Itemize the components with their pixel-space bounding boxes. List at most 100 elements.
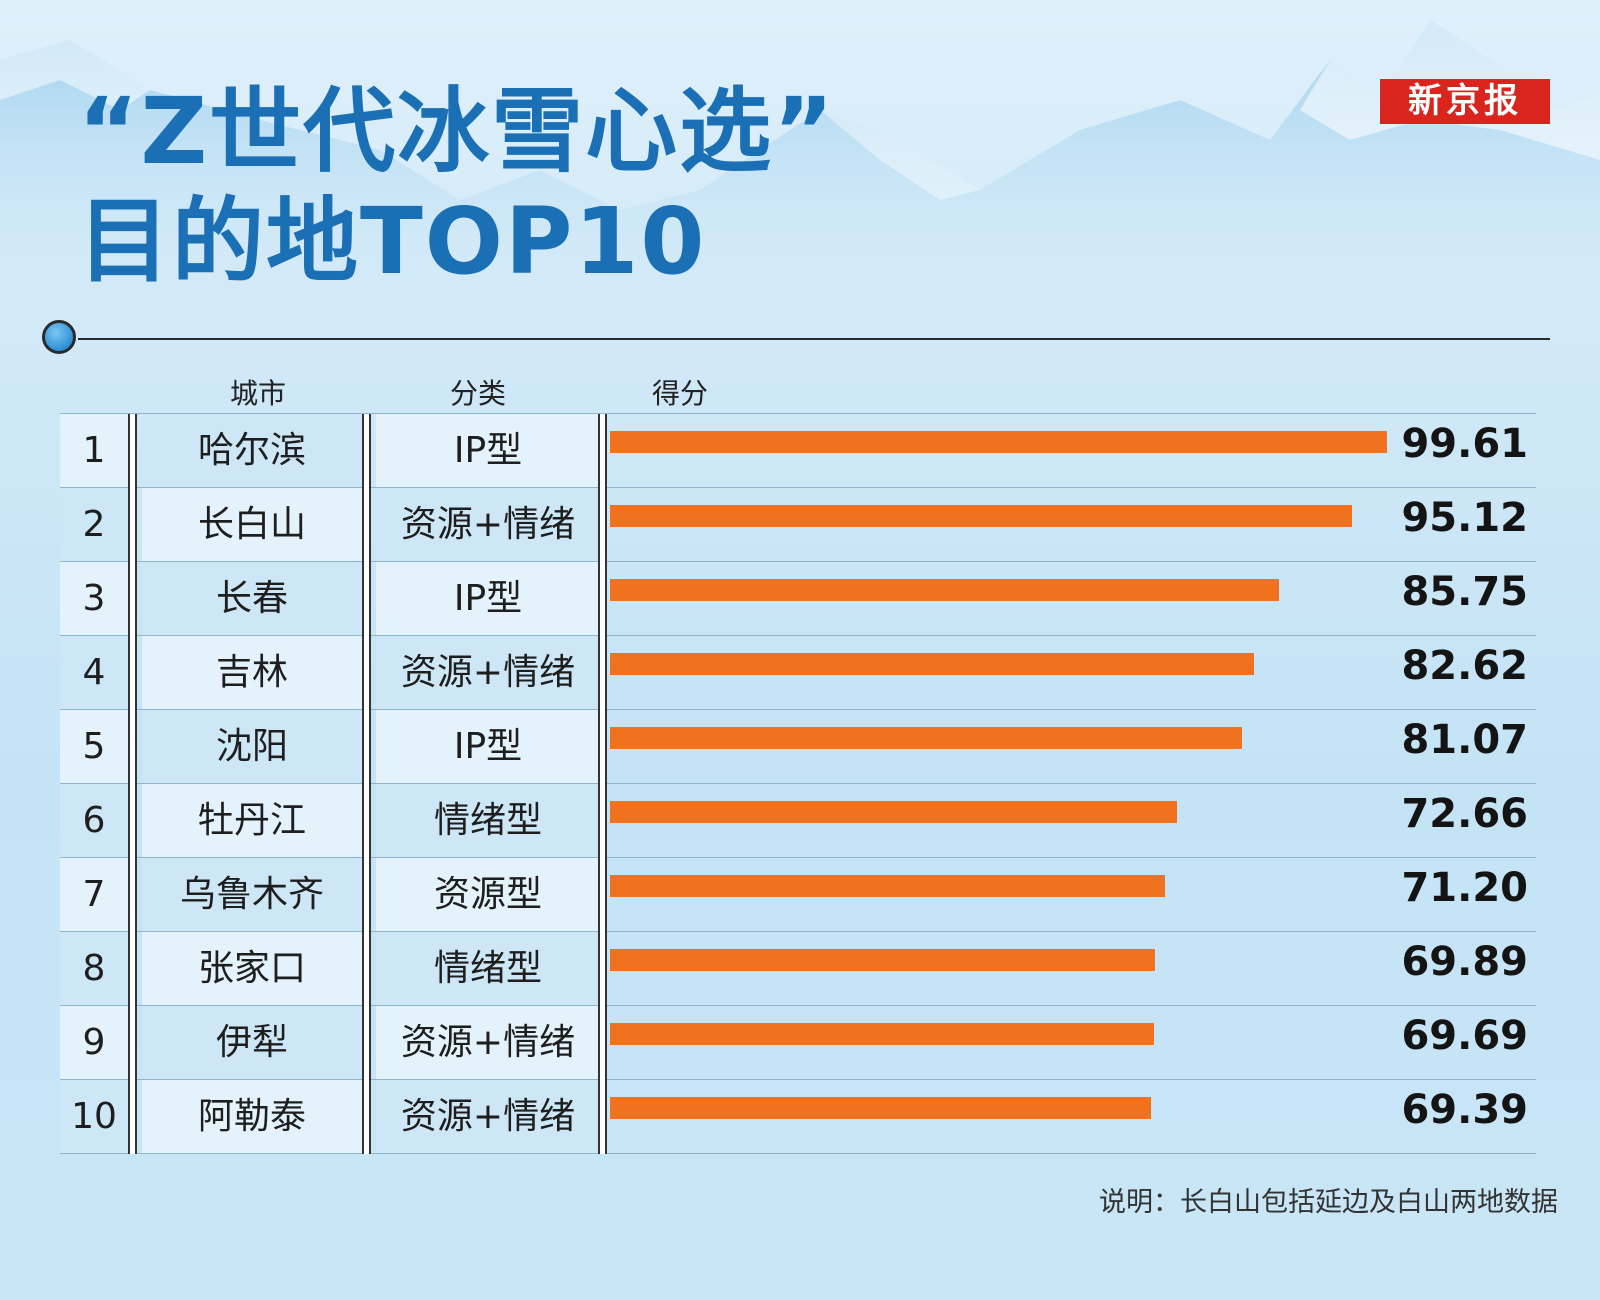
value-label: 69.89 — [1401, 939, 1528, 985]
row-divider — [60, 635, 1536, 636]
cell-background — [376, 1006, 600, 1079]
type-label: 资源+情绪 — [400, 1096, 576, 1137]
value-label: 81.07 — [1401, 717, 1528, 763]
value-label: 71.20 — [1401, 865, 1528, 911]
category-label: 牡丹江 — [197, 800, 306, 841]
column-header-type: 分类 — [450, 377, 507, 410]
cell-background — [376, 562, 600, 635]
cell-background — [142, 932, 362, 1005]
cell-background — [142, 858, 362, 931]
rank-label: 2 — [82, 504, 106, 545]
bar-10 — [610, 1097, 1152, 1119]
table-row: 8 张家口 情绪型 — [60, 932, 1536, 1006]
cell-background — [376, 1080, 600, 1153]
rank-label: 1 — [82, 430, 106, 471]
rank-label: 10 — [71, 1096, 117, 1137]
type-label: IP型 — [453, 726, 523, 767]
rank-label: 6 — [82, 800, 106, 841]
column-header-city: 城市 — [230, 377, 287, 410]
table-row: 9 伊犁 资源+情绪 — [60, 1006, 1536, 1080]
cell-background — [376, 710, 600, 783]
cell-background — [376, 784, 600, 857]
cell-background — [60, 1080, 128, 1153]
column-separator — [362, 414, 371, 1154]
category-label: 阿勒泰 — [197, 1096, 306, 1137]
table-row: 4 吉林 资源+情绪 — [60, 636, 1536, 710]
value-label: 95.12 — [1401, 495, 1528, 541]
table-row: 10 阿勒泰 资源+情绪 — [60, 1080, 1536, 1154]
category-label: 吉林 — [215, 652, 288, 693]
type-label: IP型 — [453, 430, 523, 471]
footnote: 说明：长白山包括延边及白山两地数据 — [1099, 1187, 1558, 1218]
category-label: 张家口 — [197, 948, 306, 989]
rank-label: 7 — [82, 874, 106, 915]
type-label: 资源+情绪 — [400, 1022, 576, 1063]
value-label: 82.62 — [1401, 643, 1528, 689]
table-row: 5 沈阳 IP型 — [60, 710, 1536, 784]
row-divider — [60, 857, 1536, 858]
cell-background — [60, 784, 128, 857]
brand-logo: 新京报 — [1380, 79, 1550, 124]
cell-background — [60, 636, 128, 709]
cell-background — [60, 932, 128, 1005]
table-row: 3 长春 IP型 — [60, 562, 1536, 636]
rank-label: 5 — [82, 726, 106, 767]
cell-background — [60, 488, 128, 561]
cell-background — [142, 784, 362, 857]
cell-background — [60, 858, 128, 931]
row-divider — [60, 709, 1536, 710]
ranking-table: 1 哈尔滨 IP型 2 长白山 资源+情绪 3 长春 IP型 4 吉林 资源+情绪 5 沈阳 IP型 6 牡丹江… — [60, 413, 1536, 1154]
bar-8 — [610, 949, 1156, 971]
column-header-score: 得分 — [652, 377, 709, 410]
rank-label: 3 — [82, 578, 106, 619]
cell-background — [142, 562, 362, 635]
type-label: 情绪型 — [433, 948, 542, 989]
cell-background — [142, 1006, 362, 1079]
bar-3 — [610, 579, 1279, 601]
bar-5 — [610, 727, 1243, 749]
row-divider — [60, 487, 1536, 488]
cell-background — [376, 414, 600, 487]
value-label: 69.39 — [1401, 1087, 1528, 1133]
cell-background — [376, 636, 600, 709]
table-row: 7 乌鲁木齐 资源型 — [60, 858, 1536, 932]
rank-label: 8 — [82, 948, 106, 989]
bar-7 — [610, 875, 1166, 897]
chart-title-line-1: “Z世代冰雪心选” — [78, 78, 836, 185]
cell-background — [142, 488, 362, 561]
chart-title-line-2: 目的地TOP10 — [78, 188, 707, 295]
row-divider — [60, 561, 1536, 562]
bar-6 — [610, 801, 1177, 823]
type-label: 资源型 — [433, 874, 542, 915]
column-separator — [598, 414, 607, 1154]
category-label: 长春 — [215, 578, 288, 619]
value-label: 72.66 — [1401, 791, 1528, 837]
bar-4 — [610, 653, 1255, 675]
row-divider — [60, 783, 1536, 784]
bar-1 — [610, 431, 1387, 453]
bar-2 — [610, 505, 1352, 527]
cell-background — [60, 1006, 128, 1079]
cell-background — [376, 488, 600, 561]
type-label: 资源+情绪 — [400, 504, 576, 545]
table-row: 6 牡丹江 情绪型 — [60, 784, 1536, 858]
type-label: IP型 — [453, 578, 523, 619]
divider-line — [78, 338, 1550, 340]
row-divider — [60, 931, 1536, 932]
divider-dot-icon — [42, 320, 76, 354]
type-label: 情绪型 — [433, 800, 542, 841]
table-row: 1 哈尔滨 IP型 — [60, 414, 1536, 488]
row-divider — [60, 1153, 1536, 1154]
rank-label: 4 — [82, 652, 106, 693]
table-row: 2 长白山 资源+情绪 — [60, 488, 1536, 562]
cell-background — [142, 414, 362, 487]
category-label: 伊犁 — [215, 1022, 288, 1063]
row-divider — [60, 1079, 1536, 1080]
cell-background — [142, 710, 362, 783]
value-label: 99.61 — [1401, 421, 1528, 467]
column-separator — [128, 414, 137, 1154]
type-label: 资源+情绪 — [400, 652, 576, 693]
cell-background — [142, 1080, 362, 1153]
category-label: 沈阳 — [215, 726, 288, 767]
cell-background — [60, 562, 128, 635]
